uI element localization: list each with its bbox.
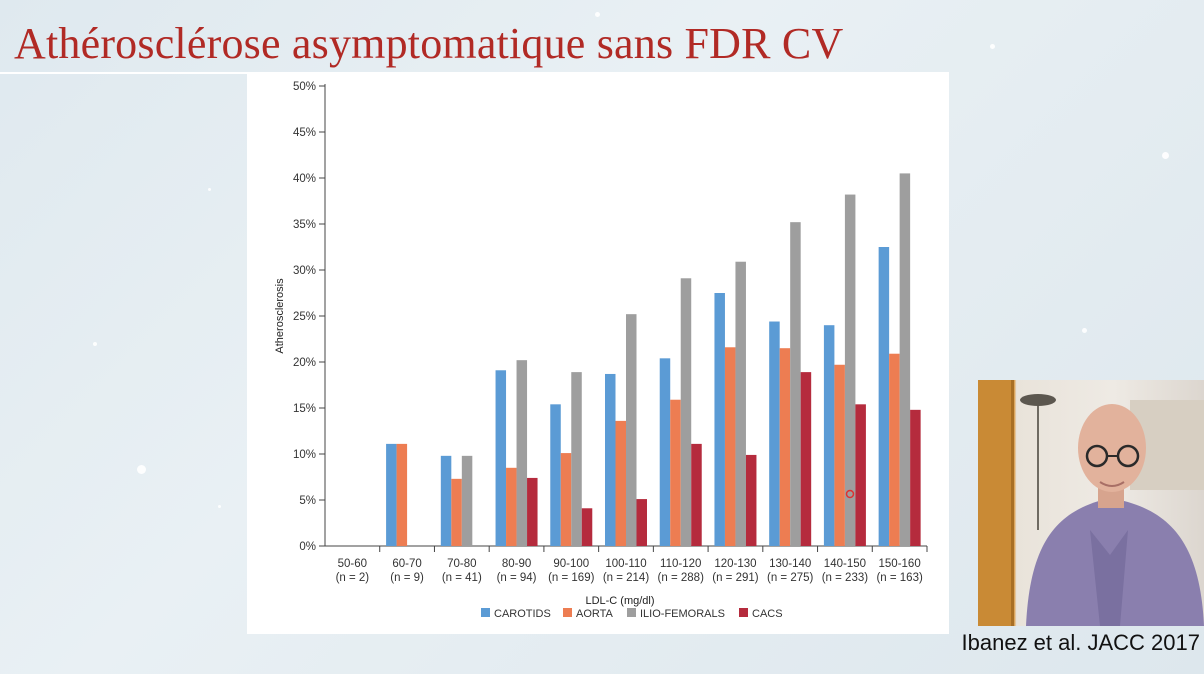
bar-cacs-150-160 — [910, 409, 921, 546]
x-tick-label-n: (n = 275) — [767, 572, 814, 584]
bar-ilio-femorals-150-160 — [899, 173, 911, 546]
x-tick-label-range: 140-150 — [824, 558, 866, 570]
bar-aorta-70-80 — [451, 478, 462, 546]
bar-cacs-80-90 — [527, 477, 538, 546]
bar-aorta-80-90 — [506, 467, 517, 546]
background-dot — [218, 505, 221, 508]
x-tick-label-range: 70-80 — [447, 558, 476, 570]
y-tick-label: 25% — [293, 311, 316, 323]
title-divider — [0, 72, 248, 74]
bar-aorta-60-70 — [396, 443, 408, 546]
y-tick-label: 50% — [293, 81, 316, 93]
bar-carotids-90-100 — [550, 404, 561, 546]
x-tick-label-n: (n = 233) — [822, 572, 869, 584]
bar-ilio-femorals-80-90 — [516, 360, 528, 546]
presenter-webcam — [978, 380, 1204, 626]
x-tick-label-range: 150-160 — [879, 558, 921, 570]
chart-panel: 0% 5% 10% 15% 20% 25% 30% 35% 40% 45% 50% Atheroscl… — [247, 72, 949, 634]
bar-cacs-110-120 — [691, 443, 702, 546]
legend-label-aorta: AORTA — [576, 608, 614, 620]
bar-aorta-90-100 — [560, 453, 572, 546]
x-axis-title: LDL-C (mg/dl) — [585, 595, 654, 607]
bar-cacs-90-100 — [581, 508, 593, 546]
bar-carotids-70-80 — [440, 455, 452, 546]
background-dot — [1082, 328, 1087, 333]
bar-ilio-femorals-130-140 — [790, 222, 801, 546]
bar-carotids-140-150 — [823, 325, 835, 546]
slide-title: Athérosclérose asymptomatique sans FDR C… — [14, 19, 844, 68]
bar-carotids-80-90 — [495, 370, 507, 546]
bar-ilio-femorals-120-130 — [735, 261, 746, 546]
presenter-video-image — [978, 380, 1204, 626]
x-tick-label-range: 110-120 — [660, 558, 701, 570]
pointer-marker — [845, 489, 855, 499]
legend-label-ilio-femorals: ILIO-FEMORALS — [640, 608, 725, 620]
y-tick-label: 35% — [293, 219, 316, 231]
x-tick-label-n: (n = 94) — [497, 572, 537, 584]
y-tick-label: 30% — [293, 265, 316, 277]
bar-carotids-120-130 — [714, 293, 725, 546]
background-dot — [1162, 152, 1169, 159]
y-tick-label: 5% — [299, 495, 316, 507]
bar-ilio-femorals-100-110 — [626, 314, 637, 546]
x-tick-label-range: 120-130 — [714, 558, 756, 570]
x-tick-label-range: 50-60 — [338, 558, 367, 570]
background-dot — [208, 188, 211, 191]
bar-chart: 0% 5% 10% 15% 20% 25% 30% 35% 40% 45% 50% Atheroscl… — [274, 81, 928, 620]
bar-cacs-130-140 — [800, 372, 812, 546]
bar-carotids-130-140 — [769, 321, 780, 546]
legend-swatch-cacs — [739, 608, 748, 617]
x-tick-label-n: (n = 9) — [390, 572, 424, 584]
x-tick-label-range: 130-140 — [769, 558, 811, 570]
bar-ilio-femorals-110-120 — [680, 278, 692, 546]
legend-swatch-ilio-femorals — [627, 608, 636, 617]
legend-label-carotids: CAROTIDS — [494, 608, 551, 620]
bar-ilio-femorals-70-80 — [461, 455, 473, 546]
x-tick-label-n: (n = 214) — [603, 572, 650, 584]
x-tick-label-range: 60-70 — [392, 558, 421, 570]
x-tick-label-n: (n = 291) — [712, 572, 759, 584]
bar-aorta-100-110 — [615, 420, 626, 546]
bar-aorta-120-130 — [724, 347, 736, 546]
x-tick-label-range: 80-90 — [502, 558, 531, 570]
bar-ilio-femorals-90-100 — [571, 372, 582, 546]
bar-cacs-140-150 — [855, 404, 866, 546]
legend-swatch-carotids — [481, 608, 490, 617]
x-tick-label-n: (n = 2) — [336, 572, 370, 584]
bar-carotids-100-110 — [605, 373, 616, 546]
x-tick-label-n: (n = 163) — [876, 572, 923, 584]
x-tick-label-n: (n = 41) — [442, 572, 482, 584]
citation: Ibanez et al. JACC 2017 — [961, 630, 1200, 655]
background-dot — [137, 465, 146, 474]
bar-ilio-femorals-140-150 — [844, 194, 856, 546]
x-tick-label-range: 90-100 — [553, 558, 589, 570]
x-tick-label-n: (n = 169) — [548, 572, 595, 584]
legend-swatch-aorta — [563, 608, 572, 617]
y-tick-label: 20% — [293, 357, 316, 369]
background-dot — [990, 44, 995, 49]
bar-aorta-110-120 — [670, 399, 681, 546]
bar-aorta-130-140 — [779, 348, 791, 546]
bar-cacs-120-130 — [745, 454, 757, 546]
y-tick-label: 0% — [299, 541, 316, 553]
x-tick-label-range: 100-110 — [605, 558, 646, 570]
bar-carotids-60-70 — [386, 443, 397, 546]
y-axis-title: Atherosclerosis — [274, 278, 286, 354]
background-dot — [595, 12, 600, 17]
legend-label-cacs: CACS — [752, 608, 783, 620]
bar-carotids-150-160 — [878, 247, 890, 546]
y-tick-label: 40% — [293, 173, 316, 185]
background-dot — [93, 342, 97, 346]
y-tick-label: 15% — [293, 403, 316, 415]
bar-aorta-140-150 — [834, 364, 845, 546]
x-tick-label-n: (n = 288) — [658, 572, 705, 584]
bar-cacs-100-110 — [636, 499, 647, 546]
y-tick-label: 45% — [293, 127, 316, 139]
bar-carotids-110-120 — [659, 358, 671, 546]
bar-aorta-150-160 — [889, 353, 900, 546]
y-tick-label: 10% — [293, 449, 316, 461]
